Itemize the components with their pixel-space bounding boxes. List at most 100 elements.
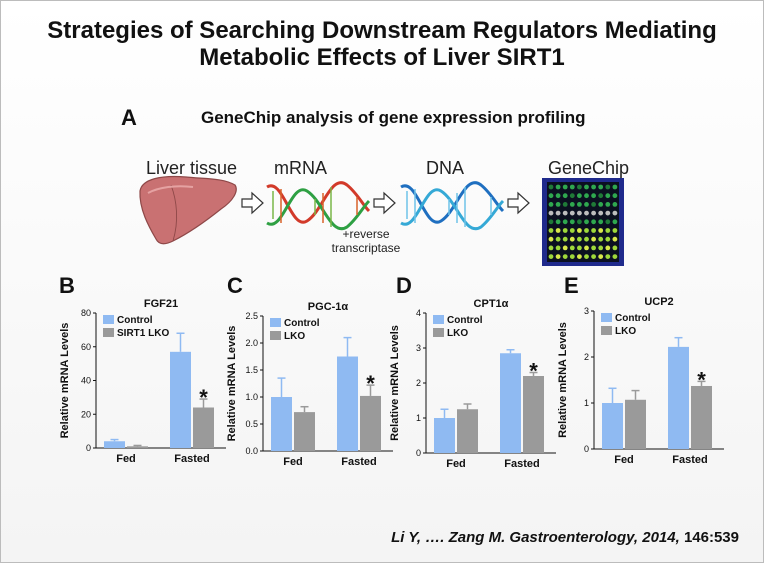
- significance-star: *: [697, 367, 706, 392]
- chip-dot: [591, 245, 596, 251]
- chip-dot: [555, 245, 561, 251]
- chip-dot: [577, 254, 582, 259]
- chart-c: C PGC-1α Relative mRNA Levels 0.0 0.5 1.0 1.5 2…: [226, 273, 393, 468]
- chip-dot: [569, 254, 575, 259]
- legend-swatch: [270, 318, 281, 327]
- bar: [193, 407, 214, 448]
- bar: [691, 385, 712, 449]
- chip-dot: [548, 184, 554, 190]
- bar: [457, 409, 478, 453]
- x-tick-label: Fasted: [672, 454, 707, 466]
- chip-dot: [612, 236, 618, 242]
- chip-dot: [577, 202, 582, 207]
- citation-authors: Li Y, …. Zang M.: [391, 529, 510, 546]
- y-tick-label: 3: [584, 306, 589, 316]
- chip-dot: [605, 202, 611, 207]
- y-tick-label: 2: [416, 378, 421, 388]
- y-tick-label: 3: [416, 343, 421, 353]
- legend-swatch: [601, 326, 612, 335]
- chip-dot: [591, 236, 596, 242]
- bar: [523, 376, 544, 453]
- chip-dot: [562, 210, 568, 216]
- legend-label: LKO: [447, 328, 468, 339]
- pipeline-illustration: [139, 175, 624, 266]
- chip-dot: [562, 184, 568, 190]
- chart-b: B FGF21 Relative mRNA Levels 0 20 40 60 80 Fed Fa…: [59, 273, 226, 465]
- chart-title: CPT1α: [474, 298, 509, 310]
- chip-dot: [555, 236, 561, 242]
- title-line-1: Strategies of Searching Downstream Regul…: [47, 17, 717, 44]
- chip-dot: [569, 228, 575, 233]
- chip-dot: [598, 254, 604, 259]
- chip-dot: [562, 236, 568, 242]
- chip-dot: [591, 219, 596, 225]
- bar: [127, 446, 148, 448]
- chip-dot: [548, 236, 554, 242]
- legend-swatch: [433, 328, 444, 337]
- chip-dot: [577, 193, 582, 199]
- y-axis-label: Relative mRNA Levels: [557, 322, 569, 438]
- mrna-helix-icon: [266, 181, 371, 231]
- chip-dot: [591, 210, 596, 216]
- step-mrna: mRNA: [274, 158, 327, 178]
- chip-dot: [569, 210, 575, 216]
- significance-star: *: [199, 385, 208, 410]
- chip-dot: [569, 219, 575, 225]
- chip-dot: [555, 202, 561, 207]
- chip-dot: [548, 193, 554, 199]
- legend-swatch: [270, 331, 281, 340]
- chip-dot: [548, 219, 554, 225]
- legend-label: SIRT1 LKO: [117, 328, 169, 339]
- arrow-icon: [373, 191, 396, 215]
- bar: [104, 441, 125, 448]
- chip-dot: [584, 219, 589, 225]
- x-tick-label: Fasted: [174, 453, 209, 465]
- chip-dot: [598, 245, 604, 251]
- chip-dot: [591, 193, 596, 199]
- chip-dot: [584, 210, 589, 216]
- panel-a-heading: GeneChip analysis of gene expression pro…: [201, 108, 586, 127]
- legend-label: LKO: [615, 326, 636, 337]
- y-tick-label: 0.0: [245, 446, 258, 456]
- step-liver-tissue: Liver tissue: [146, 158, 238, 178]
- chip-dot: [555, 210, 561, 216]
- chip-dot: [562, 245, 568, 251]
- bar: [668, 346, 689, 449]
- chip-dot: [605, 184, 611, 190]
- chip-dot: [612, 193, 618, 199]
- legend-label: Control: [117, 315, 153, 326]
- chip-dot: [605, 210, 611, 216]
- chip-dot: [591, 202, 596, 207]
- citation: Li Y, …. Zang M. Gastroenterology, 2014,…: [391, 529, 739, 546]
- chip-dot: [577, 245, 582, 251]
- y-tick-label: 2.0: [245, 338, 258, 348]
- chip-dot: [605, 193, 611, 199]
- y-axis-label: Relative mRNA Levels: [226, 326, 238, 442]
- chip-dot: [584, 254, 589, 259]
- citation-volume: 146:539: [683, 529, 739, 546]
- chip-dot: [569, 193, 575, 199]
- chip-dot: [605, 219, 611, 225]
- y-tick-label: 40: [81, 376, 91, 386]
- chart-title: UCP2: [644, 296, 673, 308]
- y-tick-label: 1.0: [245, 392, 258, 402]
- title-line-2: Metabolic Effects of Liver SIRT1: [199, 44, 565, 71]
- chip-dot: [569, 184, 575, 190]
- y-tick-label: 0: [86, 443, 91, 453]
- chip-dot: [548, 245, 554, 251]
- chip-dot: [548, 228, 554, 233]
- legend-swatch: [601, 313, 612, 322]
- legend-swatch: [433, 315, 444, 324]
- chip-dot: [548, 254, 554, 259]
- chip-dot: [612, 254, 618, 259]
- chart-d: D CPT1α Relative mRNA Levels 0 1 2 3 4 Fed Fasted…: [389, 273, 556, 470]
- chip-dot: [584, 193, 589, 199]
- legend-label: Control: [284, 318, 320, 329]
- genechip-icon: [542, 178, 624, 266]
- y-axis-label: Relative mRNA Levels: [59, 323, 71, 439]
- arrow-icon: [507, 191, 530, 215]
- chip-dot: [555, 184, 561, 190]
- panel-letter: E: [564, 273, 579, 298]
- y-tick-label: 1: [584, 398, 589, 408]
